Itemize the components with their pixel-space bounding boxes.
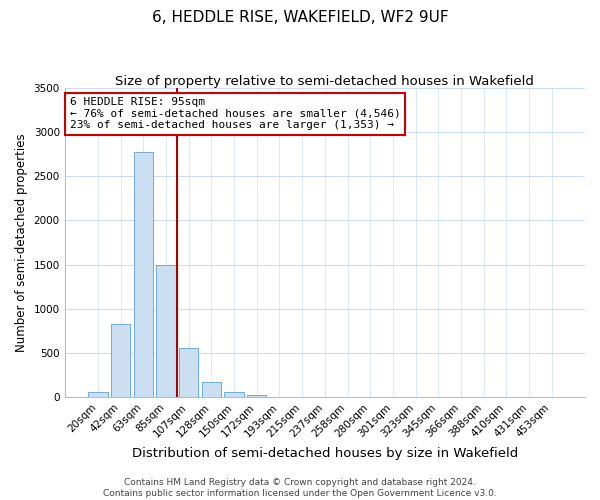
Bar bbox=[224, 392, 244, 397]
Text: 6 HEDDLE RISE: 95sqm
← 76% of semi-detached houses are smaller (4,546)
23% of se: 6 HEDDLE RISE: 95sqm ← 76% of semi-detac… bbox=[70, 98, 401, 130]
Bar bbox=[179, 348, 199, 397]
Text: Contains HM Land Registry data © Crown copyright and database right 2024.
Contai: Contains HM Land Registry data © Crown c… bbox=[103, 478, 497, 498]
Bar bbox=[157, 264, 176, 397]
Text: 6, HEDDLE RISE, WAKEFIELD, WF2 9UF: 6, HEDDLE RISE, WAKEFIELD, WF2 9UF bbox=[152, 10, 448, 25]
X-axis label: Distribution of semi-detached houses by size in Wakefield: Distribution of semi-detached houses by … bbox=[132, 447, 518, 460]
Bar bbox=[111, 324, 130, 397]
Bar bbox=[134, 152, 153, 397]
Y-axis label: Number of semi-detached properties: Number of semi-detached properties bbox=[15, 133, 28, 352]
Bar bbox=[88, 392, 107, 397]
Bar bbox=[247, 394, 266, 397]
Title: Size of property relative to semi-detached houses in Wakefield: Size of property relative to semi-detach… bbox=[115, 75, 534, 88]
Bar bbox=[202, 382, 221, 397]
